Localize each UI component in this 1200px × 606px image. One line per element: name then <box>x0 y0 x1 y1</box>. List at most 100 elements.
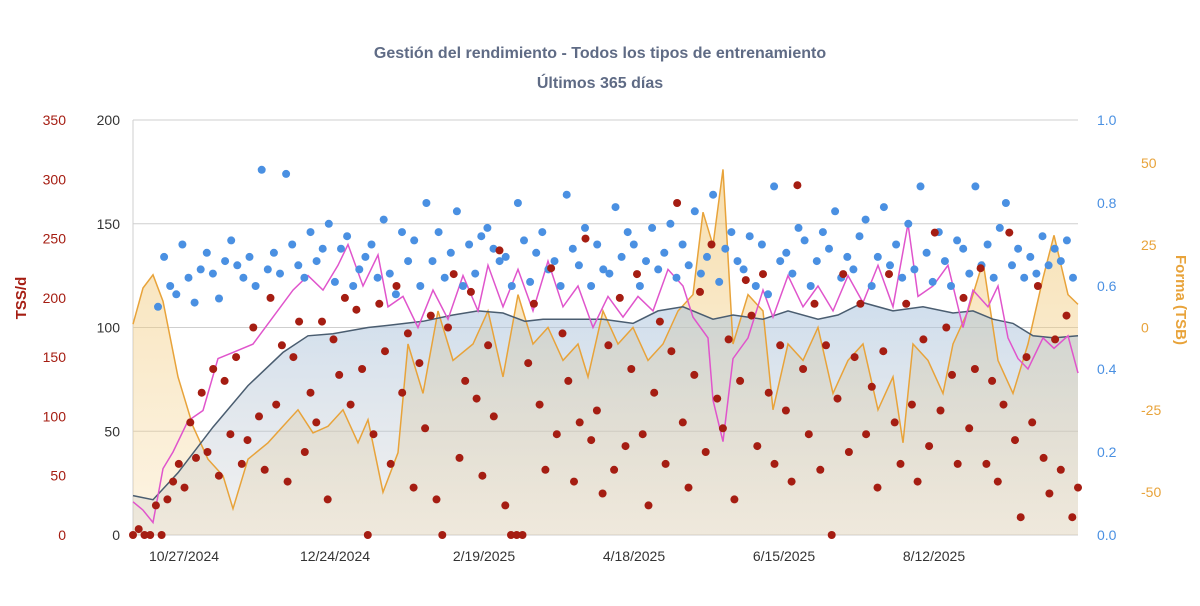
tss-point <box>730 495 739 504</box>
ctl-line <box>132 301 1079 501</box>
if-point <box>379 215 388 224</box>
tss-point <box>134 525 143 534</box>
if-point <box>245 252 254 261</box>
tss-point <box>867 382 876 391</box>
load-tick-label: 150 <box>97 216 121 232</box>
tss-tick-label: 350 <box>43 112 67 128</box>
tsb-line <box>132 169 1079 512</box>
chart-subtitle: Últimos 365 días <box>537 73 663 92</box>
if-point <box>282 169 291 178</box>
if-point <box>892 240 901 249</box>
tss-point <box>163 495 172 504</box>
tss-point <box>403 329 412 338</box>
if-point <box>446 248 455 257</box>
tss-point <box>592 406 601 415</box>
tss-point <box>993 477 1002 486</box>
if-point <box>349 282 358 290</box>
tss-point <box>1005 228 1014 237</box>
x-tick-label: 8/12/2025 <box>903 548 965 564</box>
tss-point <box>552 430 561 439</box>
tss-point <box>661 459 670 468</box>
tss-point <box>690 370 699 379</box>
tss-point <box>237 459 246 468</box>
if-point <box>1014 244 1023 253</box>
if-point <box>1062 236 1071 245</box>
tss-point <box>575 418 584 427</box>
tss-point <box>295 317 304 326</box>
tss-point <box>873 483 882 492</box>
if-point <box>660 248 669 257</box>
if-point <box>971 182 980 191</box>
if-point <box>831 207 840 216</box>
tss-point <box>421 424 430 433</box>
tss-point <box>804 430 813 439</box>
if-point <box>605 269 614 278</box>
chart-title: Gestión del rendimiento - Todos los tipo… <box>374 45 826 62</box>
tss-point <box>610 465 619 474</box>
tss-point <box>959 293 968 302</box>
if-point <box>483 223 492 232</box>
if-point <box>361 252 370 261</box>
tss-tick-label: 150 <box>43 349 67 365</box>
if-point <box>642 257 650 266</box>
tss-point <box>363 531 372 539</box>
tss-point <box>415 359 424 368</box>
if-point <box>715 277 724 286</box>
tss-point <box>318 317 326 326</box>
if-point <box>855 232 864 241</box>
if-point <box>343 232 352 241</box>
if-point <box>385 269 394 278</box>
tss-point <box>386 459 395 468</box>
tss-point <box>180 483 189 492</box>
tss-point <box>839 270 848 279</box>
tss-point <box>627 365 636 373</box>
if-point <box>562 190 571 199</box>
tss-point <box>529 299 538 308</box>
tss-point <box>409 483 418 492</box>
if-point <box>276 269 284 278</box>
tss-point <box>615 293 624 302</box>
tss-point <box>203 448 212 456</box>
if-point <box>940 257 949 266</box>
tss-point <box>965 424 974 433</box>
if-point <box>1038 232 1047 241</box>
tss-point <box>925 442 934 451</box>
tss-point <box>793 181 802 190</box>
if-point <box>886 261 894 270</box>
if-point <box>416 282 425 290</box>
tss-point <box>650 388 659 397</box>
tss-point <box>444 323 452 332</box>
tss-point <box>896 459 905 468</box>
if-point <box>751 282 760 290</box>
tss-point <box>272 400 281 409</box>
area-fills <box>133 169 1078 535</box>
if-point <box>355 265 364 274</box>
if-point <box>922 248 931 257</box>
tss-tick-label: 0 <box>58 527 66 543</box>
if-point <box>654 265 663 274</box>
if-point <box>599 265 608 274</box>
load-tick-label: 100 <box>97 320 121 336</box>
if-point <box>617 252 626 261</box>
if-point <box>513 199 522 207</box>
if-point <box>428 257 437 266</box>
if-point <box>489 244 498 253</box>
if-point <box>910 265 919 274</box>
if-point <box>587 282 596 290</box>
tss-tick-label: 300 <box>43 171 67 187</box>
if-point <box>227 236 236 245</box>
if-point <box>1056 257 1065 266</box>
if-point <box>190 298 199 307</box>
if-point <box>672 273 681 282</box>
if-point <box>593 240 602 249</box>
tss-point <box>948 370 956 379</box>
if-point <box>745 232 754 241</box>
if-point <box>312 257 321 266</box>
tss-axis-title: TSS/d <box>13 277 30 320</box>
tss-point <box>1016 513 1025 522</box>
tss-point <box>644 501 653 510</box>
if-point <box>233 261 242 270</box>
if-point <box>843 252 852 261</box>
if-point <box>391 290 400 299</box>
tss-point <box>277 341 286 350</box>
